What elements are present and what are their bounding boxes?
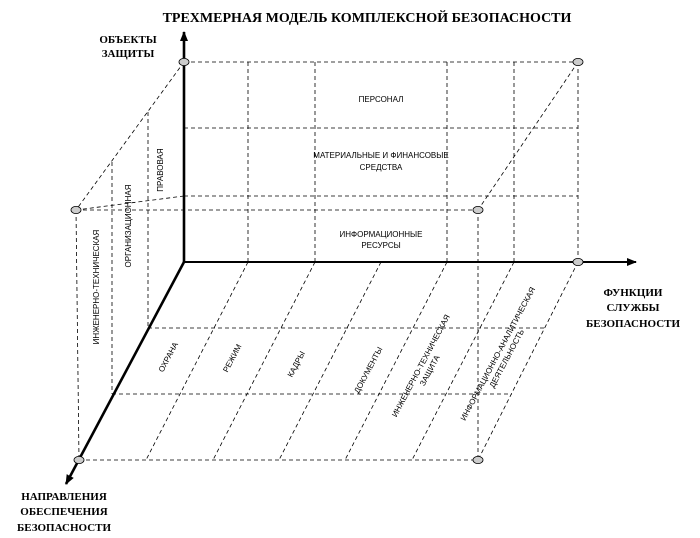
- direction-label-engineering: ИНЖЕНЕРНО-ТЕХНИЧЕСКАЯ: [92, 229, 101, 344]
- function-label-documents: ДОКУМЕНТЫ: [352, 346, 384, 395]
- side-plane-vertical-edge: [75, 209, 80, 461]
- axis-label-line: ФУНКЦИИ: [604, 287, 663, 299]
- corner-nodes: [70, 58, 584, 464]
- function-label-guard: ОХРАНА: [157, 340, 180, 373]
- function-label-regime: РЕЖИМ: [221, 342, 243, 373]
- corner-node: [572, 58, 584, 67]
- diagonal-axis: [64, 261, 186, 485]
- diagram-title: ТРЕХМЕРНАЯ МОДЕЛЬ КОМПЛЕКСНОЙ БЕЗОПАСНОС…: [163, 9, 572, 26]
- corner-node: [472, 205, 484, 214]
- object-label-line: МАТЕРИАЛЬНЫЕ И ФИНАНСОВЫЕ: [313, 151, 448, 160]
- side-plane: [75, 61, 185, 461]
- floor-plane-column-divider: [411, 261, 515, 461]
- axis-label-line: БЕЗОПАСНОСТИ: [17, 522, 112, 534]
- function-label-line: ИНЖЕНЕРНО-ТЕХНИЧЕСКАЯ: [390, 313, 452, 419]
- axis-label-line: СЛУЖБЫ: [607, 302, 660, 314]
- corner-node: [472, 455, 484, 464]
- axes: [64, 31, 637, 485]
- axis-label-line: ОБЕСПЕЧЕНИЯ: [20, 506, 108, 518]
- back-plane: [184, 61, 579, 262]
- axis-label-line: БЕЗОПАСНОСТИ: [586, 318, 681, 330]
- function-label-engineering-protection: ИНЖЕНЕРНО-ТЕХНИЧЕСКАЯ ЗАЩИТА: [390, 313, 452, 419]
- direction-label-legal: ПРАВОВАЯ: [156, 148, 165, 192]
- function-label-line: ДОКУМЕНТЫ: [352, 346, 384, 395]
- floor-plane: [79, 261, 579, 461]
- corner-node: [70, 205, 82, 214]
- floor-plane-column-divider: [212, 261, 316, 461]
- object-label-line: ИНФОРМАЦИОННЫЕ: [340, 230, 423, 239]
- corner-node: [572, 257, 584, 266]
- floor-plane-right-edge: [477, 261, 579, 461]
- object-label-line: СРЕДСТВА: [360, 163, 403, 172]
- axis-label-functions: ФУНКЦИИ СЛУЖБЫ БЕЗОПАСНОСТИ: [586, 287, 681, 330]
- function-label-line: КАДРЫ: [286, 350, 307, 379]
- axis-label-line: НАПРАВЛЕНИЯ: [21, 491, 107, 503]
- corner-node: [178, 58, 190, 67]
- function-label-analytics: ИНФОРМАЦИОННО-АНАЛИТИЧЕСКАЯ ДЕЯТЕЛЬНОСТЬ: [459, 285, 537, 422]
- function-labels: ОХРАНА РЕЖИМ КАДРЫ ДОКУМЕНТЫ ИНЖЕНЕРНО-Т…: [157, 285, 537, 422]
- corner-node: [73, 455, 85, 464]
- function-label-personnel: КАДРЫ: [286, 350, 307, 379]
- axis-label-line: ЗАЩИТЫ: [102, 48, 155, 60]
- axis-label-directions: НАПРАВЛЕНИЯ ОБЕСПЕЧЕНИЯ БЕЗОПАСНОСТИ: [17, 491, 112, 534]
- object-label-line: ПЕРСОНАЛ: [359, 95, 404, 104]
- front-plane: [76, 61, 579, 460]
- direction-labels: ПРАВОВАЯ ОРГАНИЗАЦИОННАЯ ИНЖЕНЕРНО-ТЕХНИ…: [92, 148, 165, 344]
- side-plane-top-edge: [75, 61, 185, 211]
- axis-label-objects: ОБЪЕКТЫ ЗАЩИТЫ: [99, 34, 156, 60]
- floor-plane-column-divider: [145, 261, 249, 461]
- object-label-material-resources: МАТЕРИАЛЬНЫЕ И ФИНАНСОВЫЕ СРЕДСТВА: [313, 151, 448, 172]
- function-label-line: РЕЖИМ: [221, 342, 243, 373]
- direction-label-organizational: ОРГАНИЗАЦИОННАЯ: [124, 184, 133, 267]
- floor-plane-column-divider: [278, 261, 382, 461]
- function-label-line: ОХРАНА: [157, 340, 180, 373]
- object-label-line: РЕСУРСЫ: [361, 241, 400, 250]
- floor-plane-column-divider: [344, 261, 448, 461]
- front-plane-right-edge: [477, 61, 579, 211]
- object-label-personnel: ПЕРСОНАЛ: [359, 95, 404, 104]
- object-label-information-resources: ИНФОРМАЦИОННЫЕ РЕСУРСЫ: [340, 230, 423, 250]
- axis-label-line: ОБЪЕКТЫ: [99, 34, 156, 46]
- function-label-line: ИНФОРМАЦИОННО-АНАЛИТИЧЕСКАЯ: [459, 285, 537, 422]
